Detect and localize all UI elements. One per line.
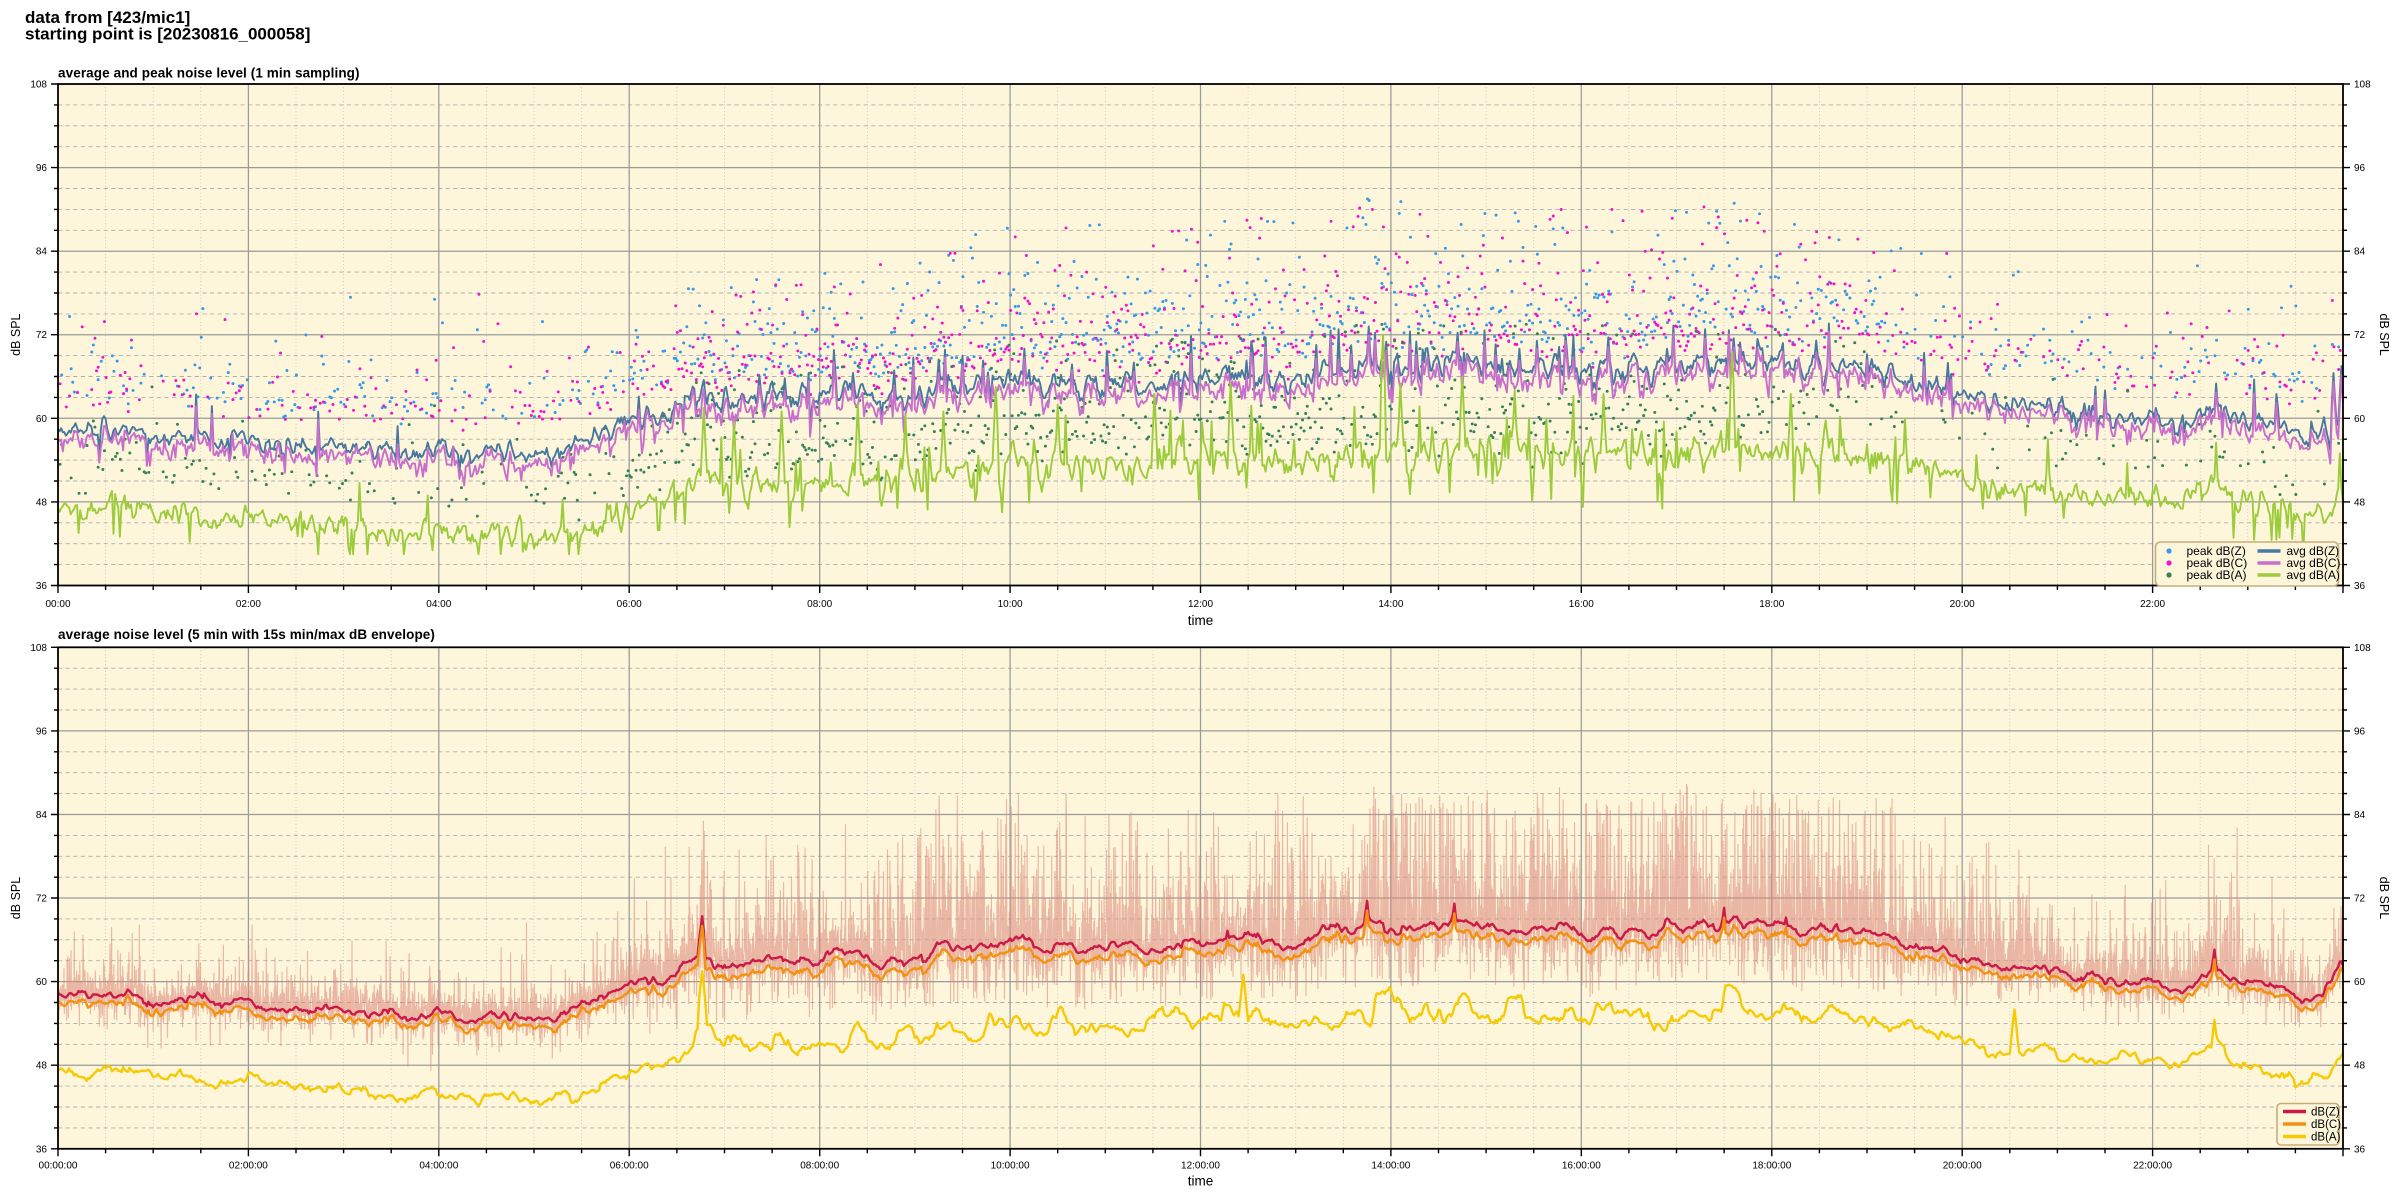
svg-text:14:00:00: 14:00:00 — [1371, 1161, 1410, 1172]
svg-text:10:00: 10:00 — [998, 599, 1023, 610]
svg-text:18:00: 18:00 — [1759, 599, 1784, 610]
svg-text:36: 36 — [2354, 1144, 2366, 1155]
svg-text:02:00:00: 02:00:00 — [229, 1161, 268, 1172]
svg-text:48: 48 — [36, 497, 48, 508]
svg-text:dB(C): dB(C) — [2311, 1119, 2341, 1131]
svg-text:84: 84 — [36, 247, 48, 258]
svg-text:36: 36 — [36, 1144, 48, 1155]
svg-text:00:00:00: 00:00:00 — [39, 1161, 78, 1172]
svg-text:02:00: 02:00 — [236, 599, 261, 610]
svg-text:peak dB(Z): peak dB(Z) — [2187, 544, 2246, 558]
svg-text:00:00: 00:00 — [45, 599, 70, 610]
svg-text:average and peak noise level (: average and peak noise level (1 min samp… — [58, 66, 360, 81]
svg-text:96: 96 — [36, 726, 48, 737]
svg-text:10:00:00: 10:00:00 — [991, 1161, 1030, 1172]
svg-text:72: 72 — [2354, 330, 2366, 341]
svg-text:dB(Z): dB(Z) — [2311, 1106, 2340, 1118]
svg-text:84: 84 — [2354, 247, 2366, 258]
svg-text:72: 72 — [2354, 894, 2366, 905]
svg-text:dB(A): dB(A) — [2311, 1131, 2341, 1143]
svg-text:108: 108 — [2354, 80, 2371, 91]
svg-text:12:00:00: 12:00:00 — [1181, 1161, 1220, 1172]
svg-text:48: 48 — [2354, 497, 2366, 508]
svg-text:avg dB(Z): avg dB(Z) — [2287, 544, 2340, 558]
svg-text:08:00:00: 08:00:00 — [800, 1161, 839, 1172]
svg-text:48: 48 — [36, 1061, 48, 1072]
svg-text:time: time — [1188, 613, 1214, 628]
svg-text:36: 36 — [36, 581, 48, 592]
svg-text:72: 72 — [36, 330, 48, 341]
svg-text:peak dB(A): peak dB(A) — [2187, 568, 2247, 582]
svg-text:60: 60 — [2354, 977, 2366, 988]
svg-text:time: time — [1188, 1174, 1214, 1189]
svg-text:108: 108 — [30, 80, 47, 91]
svg-text:avg dB(C): avg dB(C) — [2287, 556, 2341, 570]
svg-text:36: 36 — [2354, 581, 2366, 592]
svg-text:20:00: 20:00 — [1950, 599, 1975, 610]
svg-text:06:00:00: 06:00:00 — [610, 1161, 649, 1172]
svg-text:18:00:00: 18:00:00 — [1752, 1161, 1791, 1172]
svg-text:avg dB(A): avg dB(A) — [2287, 568, 2340, 582]
svg-text:06:00: 06:00 — [617, 599, 642, 610]
svg-text:96: 96 — [2354, 726, 2366, 737]
svg-text:dB SPL: dB SPL — [9, 877, 23, 919]
svg-text:22:00: 22:00 — [2140, 599, 2165, 610]
svg-text:04:00: 04:00 — [426, 599, 451, 610]
svg-text:22:00:00: 22:00:00 — [2133, 1161, 2172, 1172]
svg-text:04:00:00: 04:00:00 — [419, 1161, 458, 1172]
svg-text:60: 60 — [2354, 414, 2366, 425]
svg-text:average noise level (5 min wit: average noise level (5 min with 15s min/… — [58, 627, 435, 642]
svg-text:peak dB(C): peak dB(C) — [2187, 556, 2248, 570]
svg-text:dB SPL: dB SPL — [9, 313, 23, 355]
svg-text:108: 108 — [30, 643, 47, 654]
svg-text:starting point is [20230816_00: starting point is [20230816_000058] — [25, 25, 310, 44]
svg-text:20:00:00: 20:00:00 — [1943, 1161, 1982, 1172]
svg-text:14:00: 14:00 — [1378, 599, 1403, 610]
svg-text:16:00:00: 16:00:00 — [1562, 1161, 1601, 1172]
svg-text:84: 84 — [2354, 810, 2366, 821]
svg-text:12:00: 12:00 — [1188, 599, 1213, 610]
svg-text:08:00: 08:00 — [807, 599, 832, 610]
svg-text:data from [423/mic1]: data from [423/mic1] — [25, 8, 190, 27]
svg-text:72: 72 — [36, 894, 48, 905]
svg-text:96: 96 — [36, 163, 48, 174]
svg-text:60: 60 — [36, 414, 48, 425]
svg-text:84: 84 — [36, 810, 48, 821]
svg-text:dB SPL: dB SPL — [2377, 877, 2391, 919]
svg-text:48: 48 — [2354, 1061, 2366, 1072]
svg-text:60: 60 — [36, 977, 48, 988]
svg-text:108: 108 — [2354, 643, 2371, 654]
svg-text:16:00: 16:00 — [1569, 599, 1594, 610]
svg-text:dB SPL: dB SPL — [2377, 314, 2391, 356]
svg-text:96: 96 — [2354, 163, 2366, 174]
